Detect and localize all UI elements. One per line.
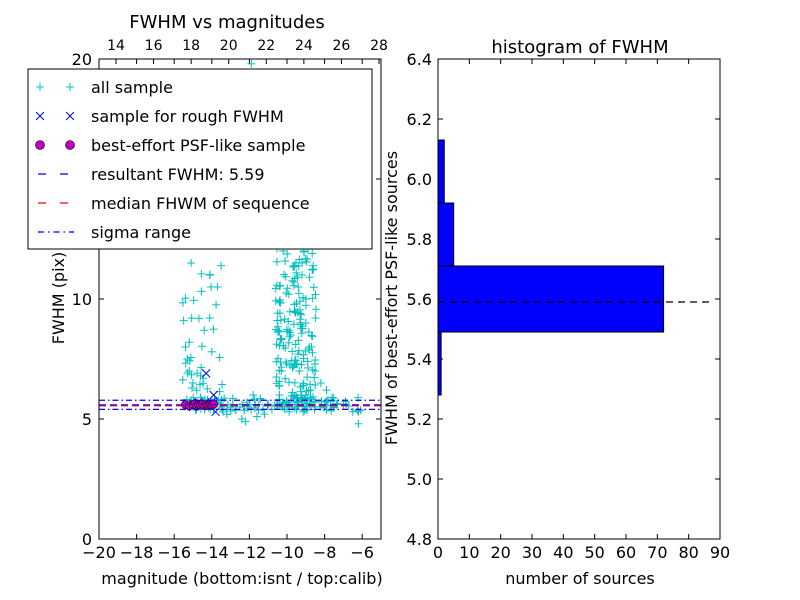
histogram-xtick-label: 60 <box>616 543 636 562</box>
scatter-top-tick-label: 20 <box>220 38 238 54</box>
scatter-ytick-label: 0 <box>82 530 92 549</box>
legend-item: sigma range <box>38 223 191 242</box>
histogram-bars <box>437 139 665 396</box>
scatter-xtick-label: −14 <box>195 543 229 562</box>
histogram-xlabel: number of sources <box>505 569 655 588</box>
scatter-plot-frame <box>98 58 382 540</box>
histogram-xtick-label: 50 <box>584 543 604 562</box>
histogram-ytick-label: 5.4 <box>407 350 432 369</box>
legend-label: sample for rough FWHM <box>91 107 284 126</box>
scatter-top-tick-label: 18 <box>182 38 200 54</box>
histogram-ytick-label: 5.2 <box>407 410 432 429</box>
histogram-bar <box>437 139 445 204</box>
histogram-ylabel: FWHM of best-effort PSF-like sources <box>382 151 401 445</box>
scatter-xtick-label: −10 <box>270 543 304 562</box>
legend-item: sample for rough FWHM <box>35 107 284 126</box>
scatter-xtick-label: −8 <box>313 543 337 562</box>
histogram-ytick-label: 5.0 <box>407 470 432 489</box>
histogram-plot-frame <box>437 58 721 540</box>
legend-box <box>27 68 373 250</box>
legend-label: resultant FWHM: 5.59 <box>91 165 265 184</box>
scatter-xtick-label: −16 <box>157 543 191 562</box>
scatter-xtick-label: −6 <box>350 543 374 562</box>
scatter-top-tick-label: 16 <box>145 38 163 54</box>
histogram-tick-labels: 0 10 20 30 40 50 60 70 80 90 4.8 5.0 5.2 5.4 5.6 5.8 6.0… <box>407 50 731 562</box>
histogram-xtick-label: 40 <box>553 543 573 562</box>
legend-label: best-effort PSF-like sample <box>91 136 305 155</box>
legend-label: all sample <box>91 78 173 97</box>
legend-item: best-effort PSF-like sample <box>35 136 305 155</box>
scatter-top-tick-label: 24 <box>295 38 313 54</box>
histogram-xtick-label: 20 <box>490 543 510 562</box>
scatter-ylabel: FWHM (pix) <box>49 252 68 345</box>
scatter-xtick-label: −18 <box>120 543 154 562</box>
scatter-tick-labels: −20 −18 −16 −14 −12 −10 −8 −6 14 16 18 20 22 24 26 28 0 5… <box>72 38 388 562</box>
histogram-xtick-label: 10 <box>459 543 479 562</box>
rough-sample-point <box>35 111 45 121</box>
rough-sample-point <box>201 369 211 378</box>
histogram-bar <box>437 202 455 267</box>
histogram-xtick-label: 70 <box>647 543 667 562</box>
rough-sample-point <box>65 111 75 121</box>
scatter-xtick-label: −20 <box>82 543 116 562</box>
scatter-top-tick-label: 26 <box>333 38 351 54</box>
histogram-xtick-label: 30 <box>522 543 542 562</box>
scatter-xlabel: magnitude (bottom:isnt / top:calib) <box>101 569 382 588</box>
histogram-ytick-label: 4.8 <box>407 530 432 549</box>
histogram-panel: histogram of FWHM number of sources FWHM… <box>382 37 730 588</box>
histogram-ytick-label: 6.2 <box>407 110 432 129</box>
legend: all sample sample for rough FWHM best-effo… <box>27 68 373 250</box>
legend-marker <box>65 140 75 150</box>
histogram-bar <box>437 265 665 333</box>
legend-label: median FHWM of sequence <box>91 194 310 213</box>
histogram-xtick-label: 0 <box>433 543 443 562</box>
legend-label: sigma range <box>91 223 191 242</box>
histogram-xtick-label: 90 <box>710 543 730 562</box>
scatter-top-tick-label: 22 <box>257 38 275 54</box>
scatter-xtick-label: −12 <box>233 543 267 562</box>
histogram-ytick-label: 5.8 <box>407 230 432 249</box>
scatter-top-tick-label: 14 <box>107 38 125 54</box>
psf-sample-point <box>209 399 218 409</box>
histogram-ytick-label: 6.4 <box>407 50 432 69</box>
scatter-ytick-label: 5 <box>82 410 92 429</box>
histogram-ytick-label: 5.6 <box>407 290 432 309</box>
rough-sample-point <box>209 390 219 400</box>
histogram-xtick-label: 80 <box>678 543 698 562</box>
scatter-ytick-label: 20 <box>72 50 92 69</box>
rough-sample-point <box>211 407 220 417</box>
legend-item: median FHWM of sequence <box>38 194 310 213</box>
legend-item: all sample <box>36 78 173 97</box>
legend-marker <box>35 140 45 150</box>
scatter-top-tick-label: 28 <box>370 38 388 54</box>
scatter-ytick-label: 10 <box>72 290 92 309</box>
histogram-ytick-label: 6.0 <box>407 170 432 189</box>
scatter-title: FWHM vs magnitudes <box>129 12 324 33</box>
legend-item: resultant FWHM: 5.59 <box>38 165 265 184</box>
scatter-hlines <box>99 399 381 410</box>
histogram-title: histogram of FWHM <box>491 37 668 58</box>
